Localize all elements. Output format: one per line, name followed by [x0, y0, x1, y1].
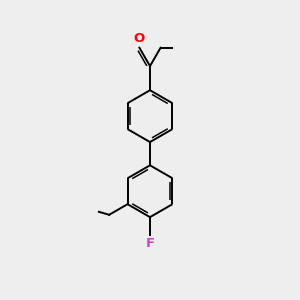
Text: O: O [134, 32, 145, 45]
Text: F: F [146, 237, 154, 250]
